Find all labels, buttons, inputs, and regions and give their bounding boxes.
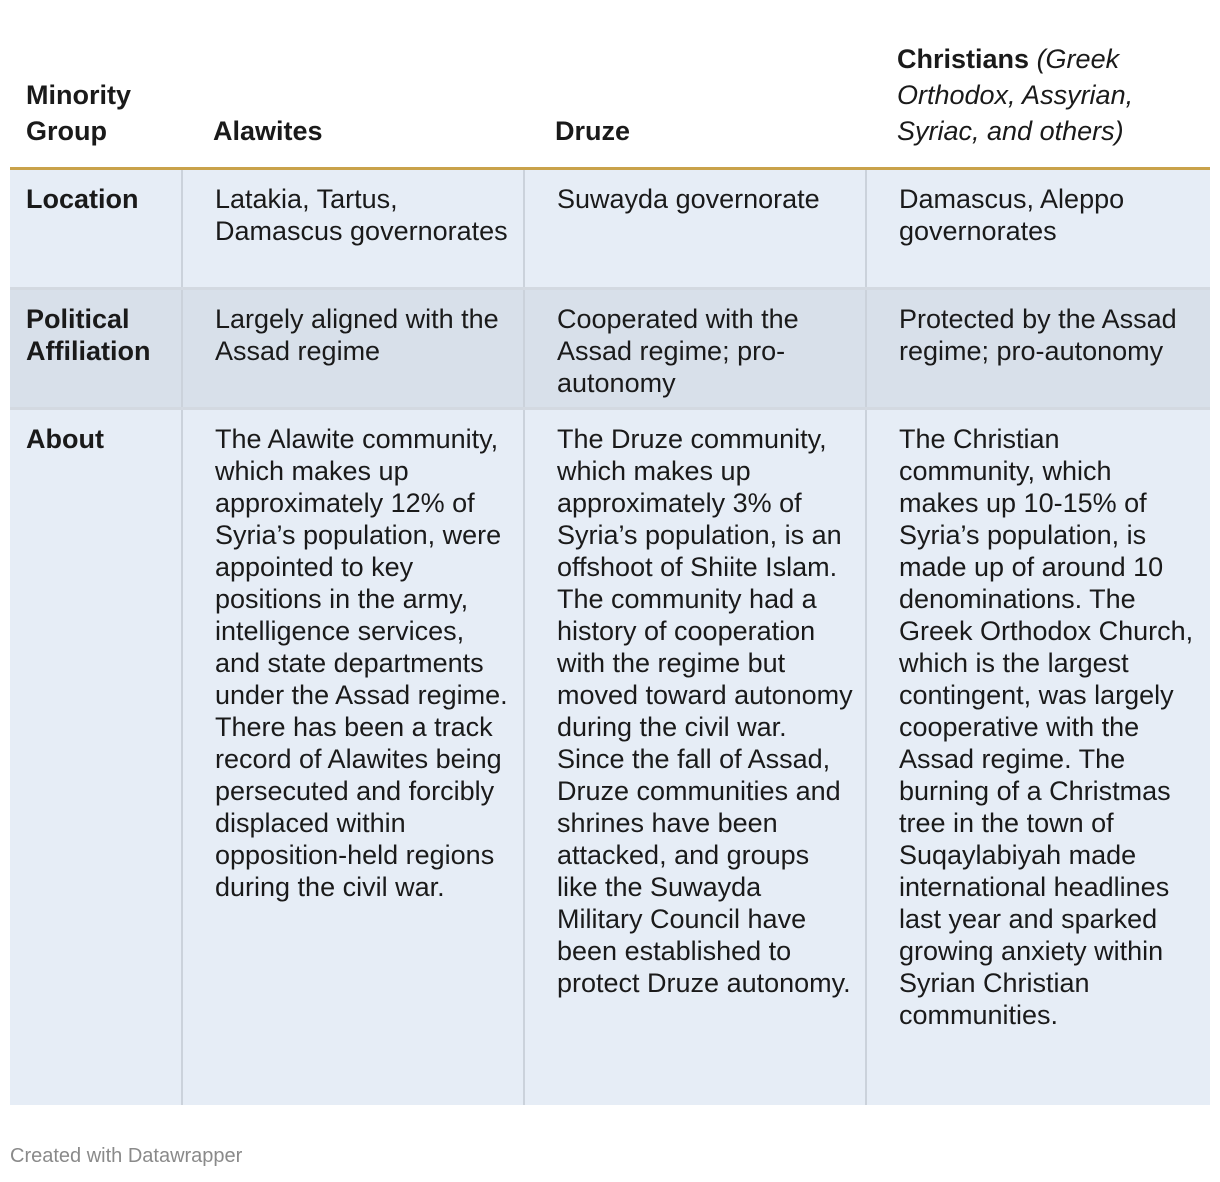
header-alawites-label: Alawites bbox=[213, 116, 323, 146]
cell-alawites-location: Latakia, Tartus, Damascus governorates bbox=[183, 170, 525, 287]
cell-alawites-political: Largely aligned with the Assad regime bbox=[183, 290, 525, 407]
header-alawites: Alawites bbox=[183, 40, 525, 167]
header-christians-label: Christians bbox=[897, 44, 1030, 74]
cell-christians-location: Damascus, Aleppo governorates bbox=[899, 184, 1125, 246]
header-christians-sub: (Greek Orthodox, Assyrian, Syriac, and o… bbox=[897, 44, 1134, 146]
header-minority-group: Minority Group bbox=[10, 40, 183, 167]
table-row-about: About The Alawite community, which makes… bbox=[10, 410, 1210, 1105]
minority-groups-table: Minority Group Alawites Druze Christians… bbox=[10, 40, 1210, 1105]
cell-christians-about: The Christian community, which makes up … bbox=[899, 424, 1194, 1030]
datawrapper-credit[interactable]: Created with Datawrapper bbox=[10, 1145, 243, 1167]
cell-druze-location: Suwayda governorate bbox=[525, 170, 867, 287]
row-label: Location bbox=[10, 170, 183, 287]
cell-alawites-about: The Alawite community, which makes up ap… bbox=[183, 410, 525, 1105]
row-label: Political Affiliation bbox=[10, 290, 183, 407]
header-christians: Christians (Greek Orthodox, Assyrian, Sy… bbox=[867, 40, 1210, 167]
table-row-political-affiliation: Political Affiliation Largely aligned wi… bbox=[10, 290, 1210, 410]
table-header: Minority Group Alawites Druze Christians… bbox=[10, 40, 1210, 170]
header-christians-text: Christians (Greek Orthodox, Assyrian, Sy… bbox=[897, 41, 1210, 149]
cell-druze-about: The Druze community, which makes up appr… bbox=[525, 410, 867, 1105]
cell-christians-political: Protected by the Assad regime; pro-auton… bbox=[899, 304, 1177, 366]
header-druze-label: Druze bbox=[555, 116, 631, 146]
header-group-label: Minority Group bbox=[26, 80, 131, 146]
header-druze: Druze bbox=[525, 40, 867, 167]
row-label: About bbox=[10, 410, 183, 1105]
cell-druze-political: Cooperated with the Assad regime; pro-au… bbox=[525, 290, 867, 407]
table-row-location: Location Latakia, Tartus, Damascus gover… bbox=[10, 170, 1210, 290]
